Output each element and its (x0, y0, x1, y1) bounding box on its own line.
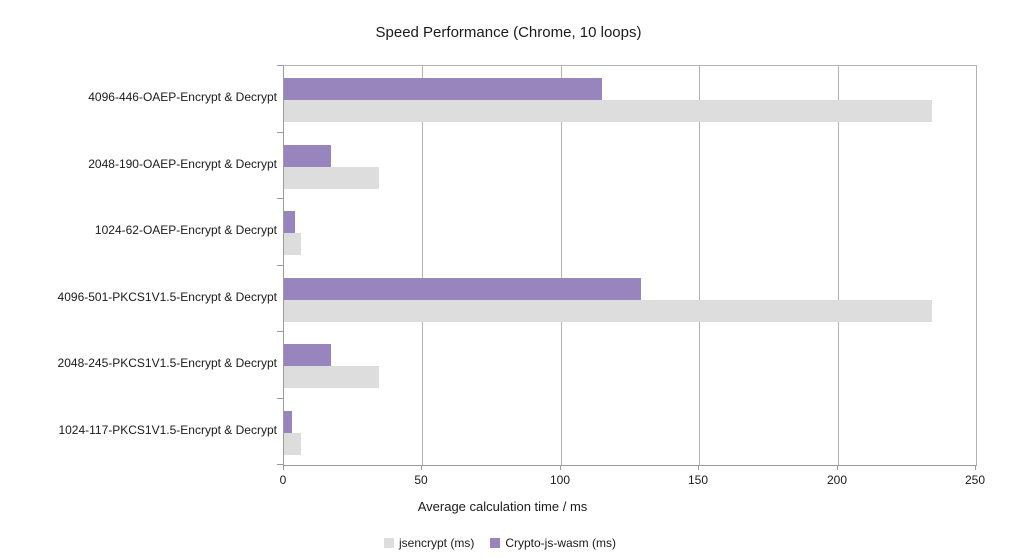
x-axis-tick (698, 465, 699, 470)
bar-jsencrypt (284, 299, 932, 322)
x-tick-label: 250 (964, 473, 986, 487)
x-axis-title: Average calculation time / ms (417, 499, 588, 514)
legend: jsencrypt (ms) Crypto-js-wasm (ms) (0, 536, 1000, 550)
bar-crypto-js-wasm (284, 344, 332, 366)
y-axis-tick (277, 198, 283, 199)
x-tick-label: 100 (549, 473, 571, 487)
bar-jsencrypt (284, 366, 380, 388)
legend-label-jsencrypt: jsencrypt (ms) (398, 536, 475, 550)
gridline (560, 66, 562, 465)
bar-jsencrypt (284, 166, 380, 189)
gridline (699, 66, 701, 465)
x-tick-label: 50 (414, 473, 428, 487)
category-label: 1024-117-PKCS1V1.5-Encrypt & Decrypt (58, 423, 277, 437)
category-label: 2048-245-PKCS1V1.5-Encrypt & Decrypt (57, 356, 277, 370)
chart-title: Speed Performance (Chrome, 10 loops) (375, 24, 642, 41)
x-axis-tick (560, 465, 561, 470)
y-axis-tick (277, 65, 283, 66)
bar-crypto-js-wasm (284, 78, 603, 100)
bar-crypto-js-wasm (284, 211, 296, 233)
x-axis-tick (283, 465, 284, 470)
category-label: 2048-190-OAEP-Encrypt & Decrypt (88, 157, 277, 171)
bar-jsencrypt (284, 100, 932, 122)
bar-crypto-js-wasm (284, 410, 293, 433)
category-label: 1024-62-OAEP-Encrypt & Decrypt (94, 223, 277, 237)
gridline (422, 66, 424, 465)
y-axis-tick (277, 331, 283, 332)
category-label: 4096-501-PKCS1V1.5-Encrypt & Decrypt (57, 290, 277, 304)
y-axis-tick (277, 265, 283, 266)
y-axis-tick (277, 132, 283, 133)
x-axis-tick (421, 465, 422, 470)
x-tick-label: 150 (687, 473, 709, 487)
y-axis-tick (277, 398, 283, 399)
plot-area (283, 65, 977, 466)
x-axis-tick (975, 465, 976, 470)
legend-swatch-jsencrypt (383, 538, 394, 548)
y-axis-tick (277, 464, 283, 465)
legend-item-jsencrypt: jsencrypt (ms) (383, 536, 475, 550)
x-tick-label: 0 (279, 473, 287, 487)
x-tick-label: 200 (826, 473, 848, 487)
legend-swatch-crypto-js-wasm (490, 538, 501, 548)
legend-label-crypto-js-wasm: Crypto-js-wasm (ms) (505, 536, 616, 550)
bar-jsencrypt (284, 432, 301, 455)
gridline (837, 66, 839, 465)
bar-crypto-js-wasm (284, 144, 332, 167)
bar-crypto-js-wasm (284, 277, 642, 300)
x-axis-tick (837, 465, 838, 470)
legend-item-crypto-js-wasm: Crypto-js-wasm (ms) (490, 536, 616, 550)
category-label: 4096-446-OAEP-Encrypt & Decrypt (88, 90, 277, 104)
bar-jsencrypt (284, 233, 301, 255)
